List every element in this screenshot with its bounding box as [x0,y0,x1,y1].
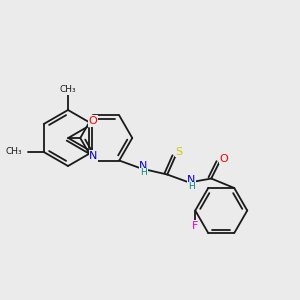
Text: S: S [176,146,183,157]
Text: CH₃: CH₃ [5,148,22,157]
Text: N: N [187,175,195,184]
Text: H: H [140,168,147,177]
Text: O: O [89,116,98,126]
Text: F: F [192,220,198,230]
Text: CH₃: CH₃ [60,85,76,94]
Text: O: O [220,154,229,164]
Text: N: N [139,160,147,170]
Text: N: N [89,151,98,161]
Text: H: H [188,182,195,191]
